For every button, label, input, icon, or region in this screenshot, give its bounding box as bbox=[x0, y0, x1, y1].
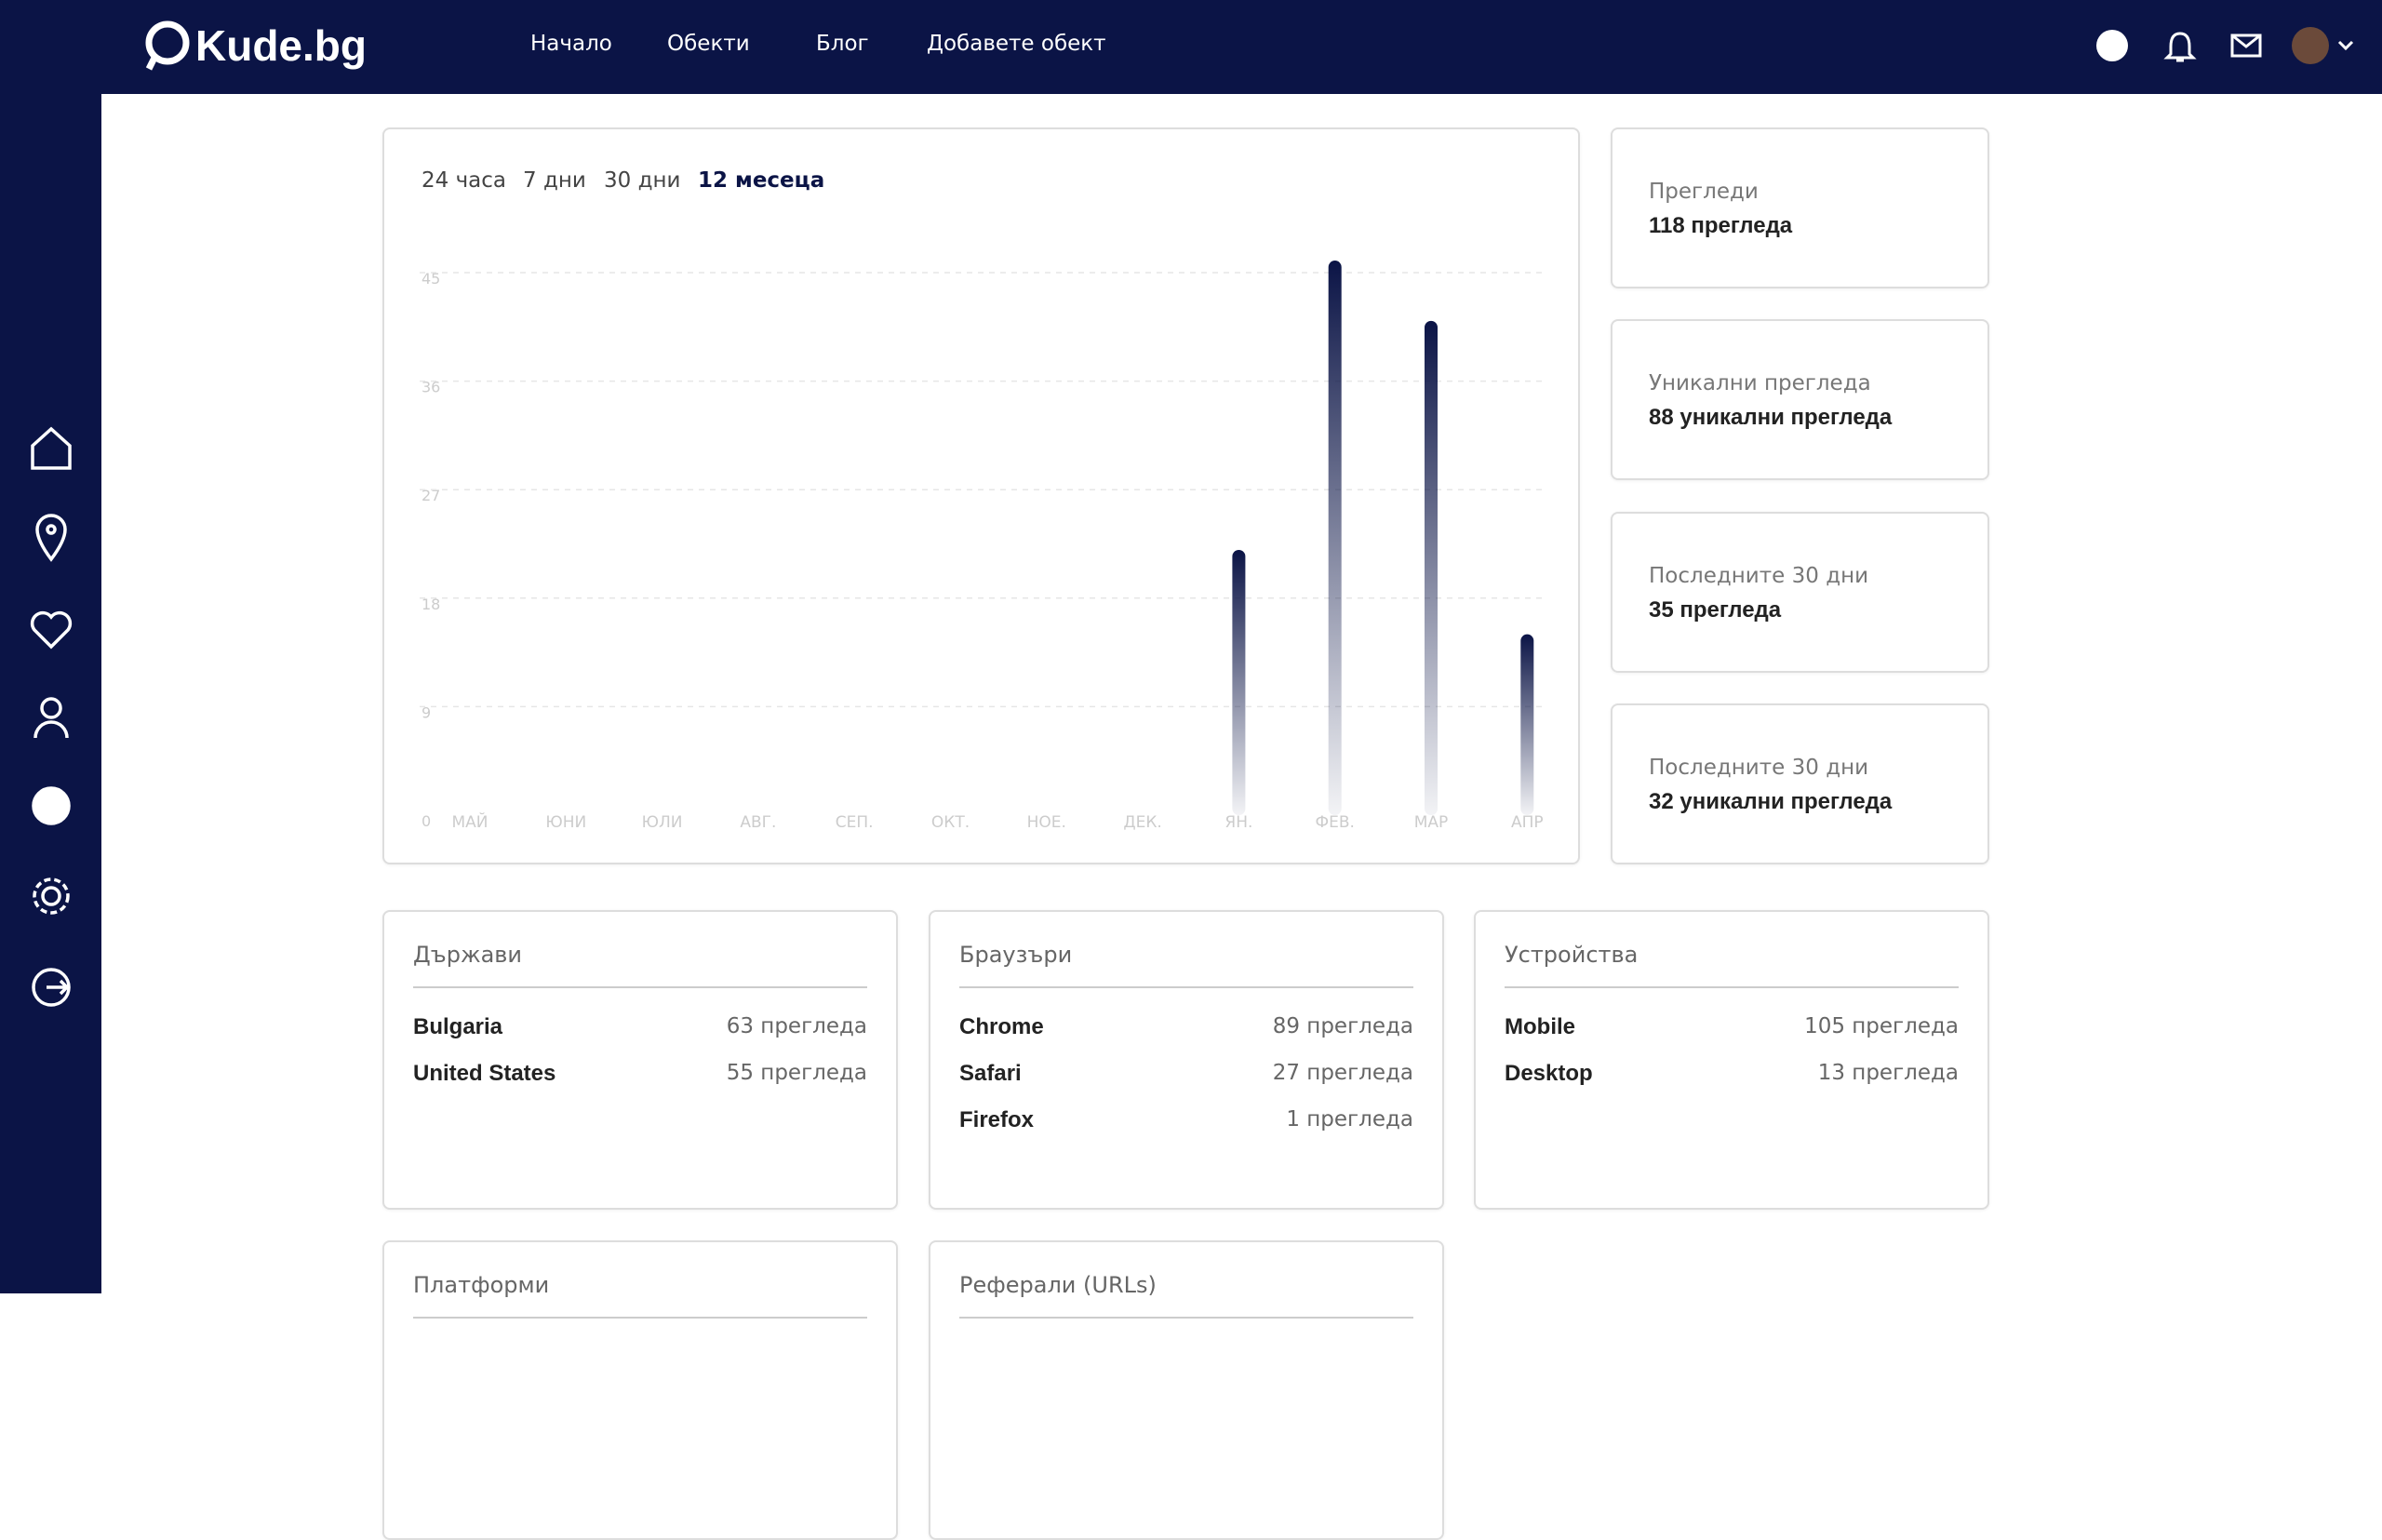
divider bbox=[413, 1317, 867, 1319]
top-bar: Kude.bg Начало Обекти Блог Добавете обек… bbox=[0, 0, 2382, 94]
x-tick-label: ДЕК. bbox=[1123, 813, 1162, 832]
table-title: Браузъри bbox=[959, 942, 1073, 968]
y-tick-label: 45 bbox=[422, 270, 440, 288]
logo[interactable]: Kude.bg bbox=[195, 21, 367, 70]
top-icons bbox=[2096, 27, 2354, 64]
row-count: 89 прегледа bbox=[1272, 1014, 1413, 1038]
mail-icon[interactable] bbox=[2230, 33, 2262, 58]
table-title: Реферали (URLs) bbox=[959, 1272, 1157, 1298]
stat-label: Уникални прегледа bbox=[1649, 371, 1871, 395]
range-tab[interactable]: 24 часа bbox=[422, 168, 506, 193]
row-count: 55 прегледа bbox=[726, 1061, 867, 1085]
stat-value: 35 прегледа bbox=[1649, 597, 1782, 623]
stat-card: Последните 30 дни 35 прегледа bbox=[1611, 512, 1989, 673]
x-tick-label: НОЕ. bbox=[1027, 813, 1066, 832]
range-tab[interactable]: 30 дни bbox=[604, 168, 680, 193]
stat-card: Прегледи 118 прегледа bbox=[1611, 127, 1989, 288]
x-tick-label: МАЙ bbox=[451, 811, 488, 832]
stat-card: Последните 30 дни 32 уникални прегледа bbox=[1611, 703, 1989, 864]
x-tick-label: АВГ. bbox=[740, 813, 776, 832]
chart: 24 часа 7 дни 30 дни 12 месеца 0 9 18 27 36 45 МАЙ… bbox=[420, 168, 1544, 832]
x-tick-label: ЮНИ bbox=[545, 813, 586, 832]
avatar[interactable] bbox=[2292, 27, 2329, 64]
table-card: Реферали (URLs) bbox=[929, 1240, 1444, 1540]
chart-card: 24 часа 7 дни 30 дни 12 месеца 0 9 18 27 36 45 МАЙ… bbox=[382, 127, 1580, 864]
range-tab[interactable]: 12 месеца bbox=[698, 168, 824, 193]
divider bbox=[413, 986, 867, 988]
nav-link[interactable]: Начало bbox=[530, 32, 612, 56]
heart-icon[interactable] bbox=[30, 610, 73, 649]
row-name: Firefox bbox=[959, 1107, 1035, 1132]
globe-icon[interactable] bbox=[32, 786, 71, 825]
table-card: Държави Bulgaria 63 прегледа United States 5… bbox=[382, 910, 898, 1210]
bar bbox=[1232, 549, 1246, 815]
x-tick-label: МАР bbox=[1414, 813, 1449, 832]
table-card: Устройства Mobile 105 прегледа Desktop 13 пр… bbox=[1474, 910, 1989, 1210]
x-tick-label: ФЕВ. bbox=[1315, 813, 1354, 832]
row-count: 27 прегледа bbox=[1272, 1061, 1413, 1085]
chevron[interactable] bbox=[2337, 40, 2354, 51]
x-tick-label: ОКТ. bbox=[931, 813, 970, 832]
x-tick-label: АПР bbox=[1511, 813, 1544, 832]
row-count: 63 прегледа bbox=[726, 1014, 867, 1038]
stat-value: 32 уникални прегледа bbox=[1649, 789, 1893, 814]
row-name: Bulgaria bbox=[413, 1014, 503, 1039]
bar bbox=[1328, 261, 1342, 815]
y-tick-label: 36 bbox=[422, 379, 440, 396]
divider bbox=[959, 1317, 1413, 1319]
x-tick-label: ЯН. bbox=[1224, 813, 1252, 832]
globe-icon[interactable] bbox=[2096, 30, 2128, 61]
table-title: Платформи bbox=[413, 1272, 550, 1298]
nav-link[interactable]: Блог bbox=[816, 32, 869, 56]
table-card: Платформи bbox=[382, 1240, 898, 1540]
row-count: 105 прегледа bbox=[1804, 1014, 1959, 1038]
row-count: 1 прегледа bbox=[1286, 1107, 1413, 1132]
y-tick-label: 27 bbox=[422, 487, 440, 504]
home-icon[interactable] bbox=[31, 426, 72, 470]
bar bbox=[1520, 634, 1534, 815]
stat-value: 118 прегледа bbox=[1649, 213, 1793, 238]
stat-value: 88 уникални прегледа bbox=[1649, 405, 1893, 430]
stat-label: Последните 30 дни bbox=[1649, 564, 1869, 588]
logo-icon bbox=[145, 20, 190, 71]
row-name: Safari bbox=[959, 1061, 1022, 1086]
x-tick-label: СЕП. bbox=[836, 813, 874, 832]
stat-card: Уникални прегледа 88 уникални прегледа bbox=[1611, 319, 1989, 480]
range-tab[interactable]: 7 дни bbox=[523, 168, 586, 193]
row-name: Mobile bbox=[1505, 1014, 1575, 1039]
sidebar bbox=[0, 94, 101, 1293]
settings-icon[interactable] bbox=[41, 886, 61, 906]
pin-icon[interactable] bbox=[35, 514, 67, 562]
y-tick-label: 9 bbox=[422, 703, 431, 721]
stat-label: Последните 30 дни bbox=[1649, 756, 1869, 780]
row-name: United States bbox=[413, 1061, 556, 1086]
user-icon[interactable] bbox=[40, 697, 62, 719]
bar bbox=[1425, 320, 1438, 815]
row-count: 13 прегледа bbox=[1817, 1061, 1959, 1085]
stat-label: Прегледи bbox=[1649, 180, 1759, 204]
nav-link[interactable]: Обекти bbox=[667, 32, 750, 56]
table-title: Устройства bbox=[1505, 942, 1639, 968]
bell-icon[interactable] bbox=[2163, 32, 2197, 62]
row-name: Desktop bbox=[1505, 1061, 1593, 1086]
y-tick-label: 18 bbox=[422, 596, 440, 613]
table-card: Браузъри Chrome 89 прегледа Safari 27 прегле… bbox=[929, 910, 1444, 1210]
sidebar-icons bbox=[30, 426, 73, 1007]
divider bbox=[1505, 986, 1959, 988]
x-tick-label: ЮЛИ bbox=[642, 813, 683, 832]
nav-link[interactable]: Добавете обект bbox=[927, 32, 1106, 56]
y-tick-label: 0 bbox=[422, 812, 431, 830]
table-title: Държави bbox=[413, 942, 523, 968]
row-name: Chrome bbox=[959, 1014, 1044, 1039]
divider bbox=[959, 986, 1413, 988]
